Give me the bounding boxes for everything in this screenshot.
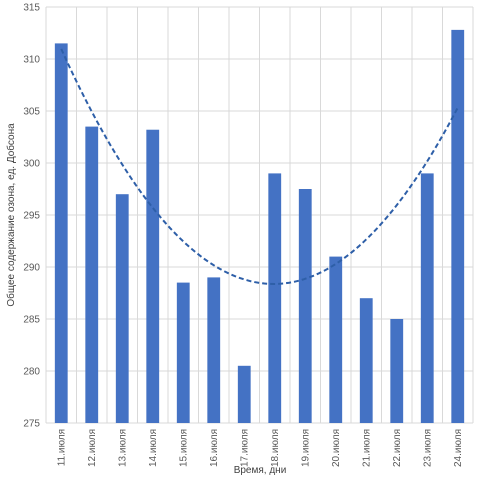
y-tick-labels: 275 280 285 290 295 300 305 310 315 bbox=[23, 3, 40, 430]
x-tick-label: 15.июля bbox=[178, 429, 189, 467]
bar bbox=[146, 129, 160, 423]
x-tick-label: 24.июля bbox=[453, 429, 464, 467]
x-tick-label: 19.июля bbox=[300, 429, 311, 467]
y-tick-label: 315 bbox=[23, 3, 40, 14]
bar bbox=[420, 173, 434, 423]
trendline bbox=[60, 48, 459, 285]
bar bbox=[54, 43, 68, 424]
x-tick-label: 17.июля bbox=[239, 429, 250, 467]
x-axis-title: Время, дни bbox=[234, 465, 287, 476]
bar bbox=[329, 256, 343, 423]
x-tick-label: 14.июля bbox=[148, 429, 159, 467]
bar bbox=[176, 282, 190, 423]
y-tick-label: 300 bbox=[23, 159, 40, 170]
x-tick-label: 23.июля bbox=[422, 429, 433, 467]
bar bbox=[359, 298, 373, 423]
x-tick-label: 21.июля bbox=[361, 429, 372, 467]
y-tick-label: 295 bbox=[23, 211, 40, 222]
y-tick-label: 305 bbox=[23, 107, 40, 118]
bar bbox=[298, 189, 312, 423]
trendline-path bbox=[60, 48, 459, 285]
x-tick-label: 13.июля bbox=[117, 429, 128, 467]
bars bbox=[54, 29, 465, 424]
bar bbox=[115, 194, 129, 423]
bar bbox=[390, 319, 404, 423]
y-tick-label: 290 bbox=[23, 263, 40, 274]
bar bbox=[451, 29, 465, 423]
bar bbox=[237, 365, 251, 423]
x-tick-label: 11.июля bbox=[56, 429, 67, 466]
y-tick-label: 310 bbox=[23, 55, 40, 66]
bar bbox=[268, 173, 282, 423]
bar bbox=[207, 277, 221, 423]
x-tick-label: 12.июля bbox=[87, 429, 98, 467]
x-tick-label: 18.июля bbox=[270, 429, 281, 467]
gridlines bbox=[45, 6, 474, 424]
y-tick-label: 275 bbox=[23, 419, 40, 430]
x-tick-labels: 11.июля 12.июля 13.июля 14.июля 15.июля 16.ию… bbox=[56, 429, 464, 467]
y-tick-label: 285 bbox=[23, 315, 40, 326]
y-tick-label: 280 bbox=[23, 367, 40, 378]
y-axis-title: Общее содержание озона, ед. Добсона bbox=[5, 123, 17, 307]
x-tick-label: 22.июля bbox=[392, 429, 403, 467]
x-tick-label: 20.июля bbox=[331, 429, 342, 467]
x-tick-label: 16.июля bbox=[209, 429, 220, 467]
bar bbox=[85, 126, 99, 423]
